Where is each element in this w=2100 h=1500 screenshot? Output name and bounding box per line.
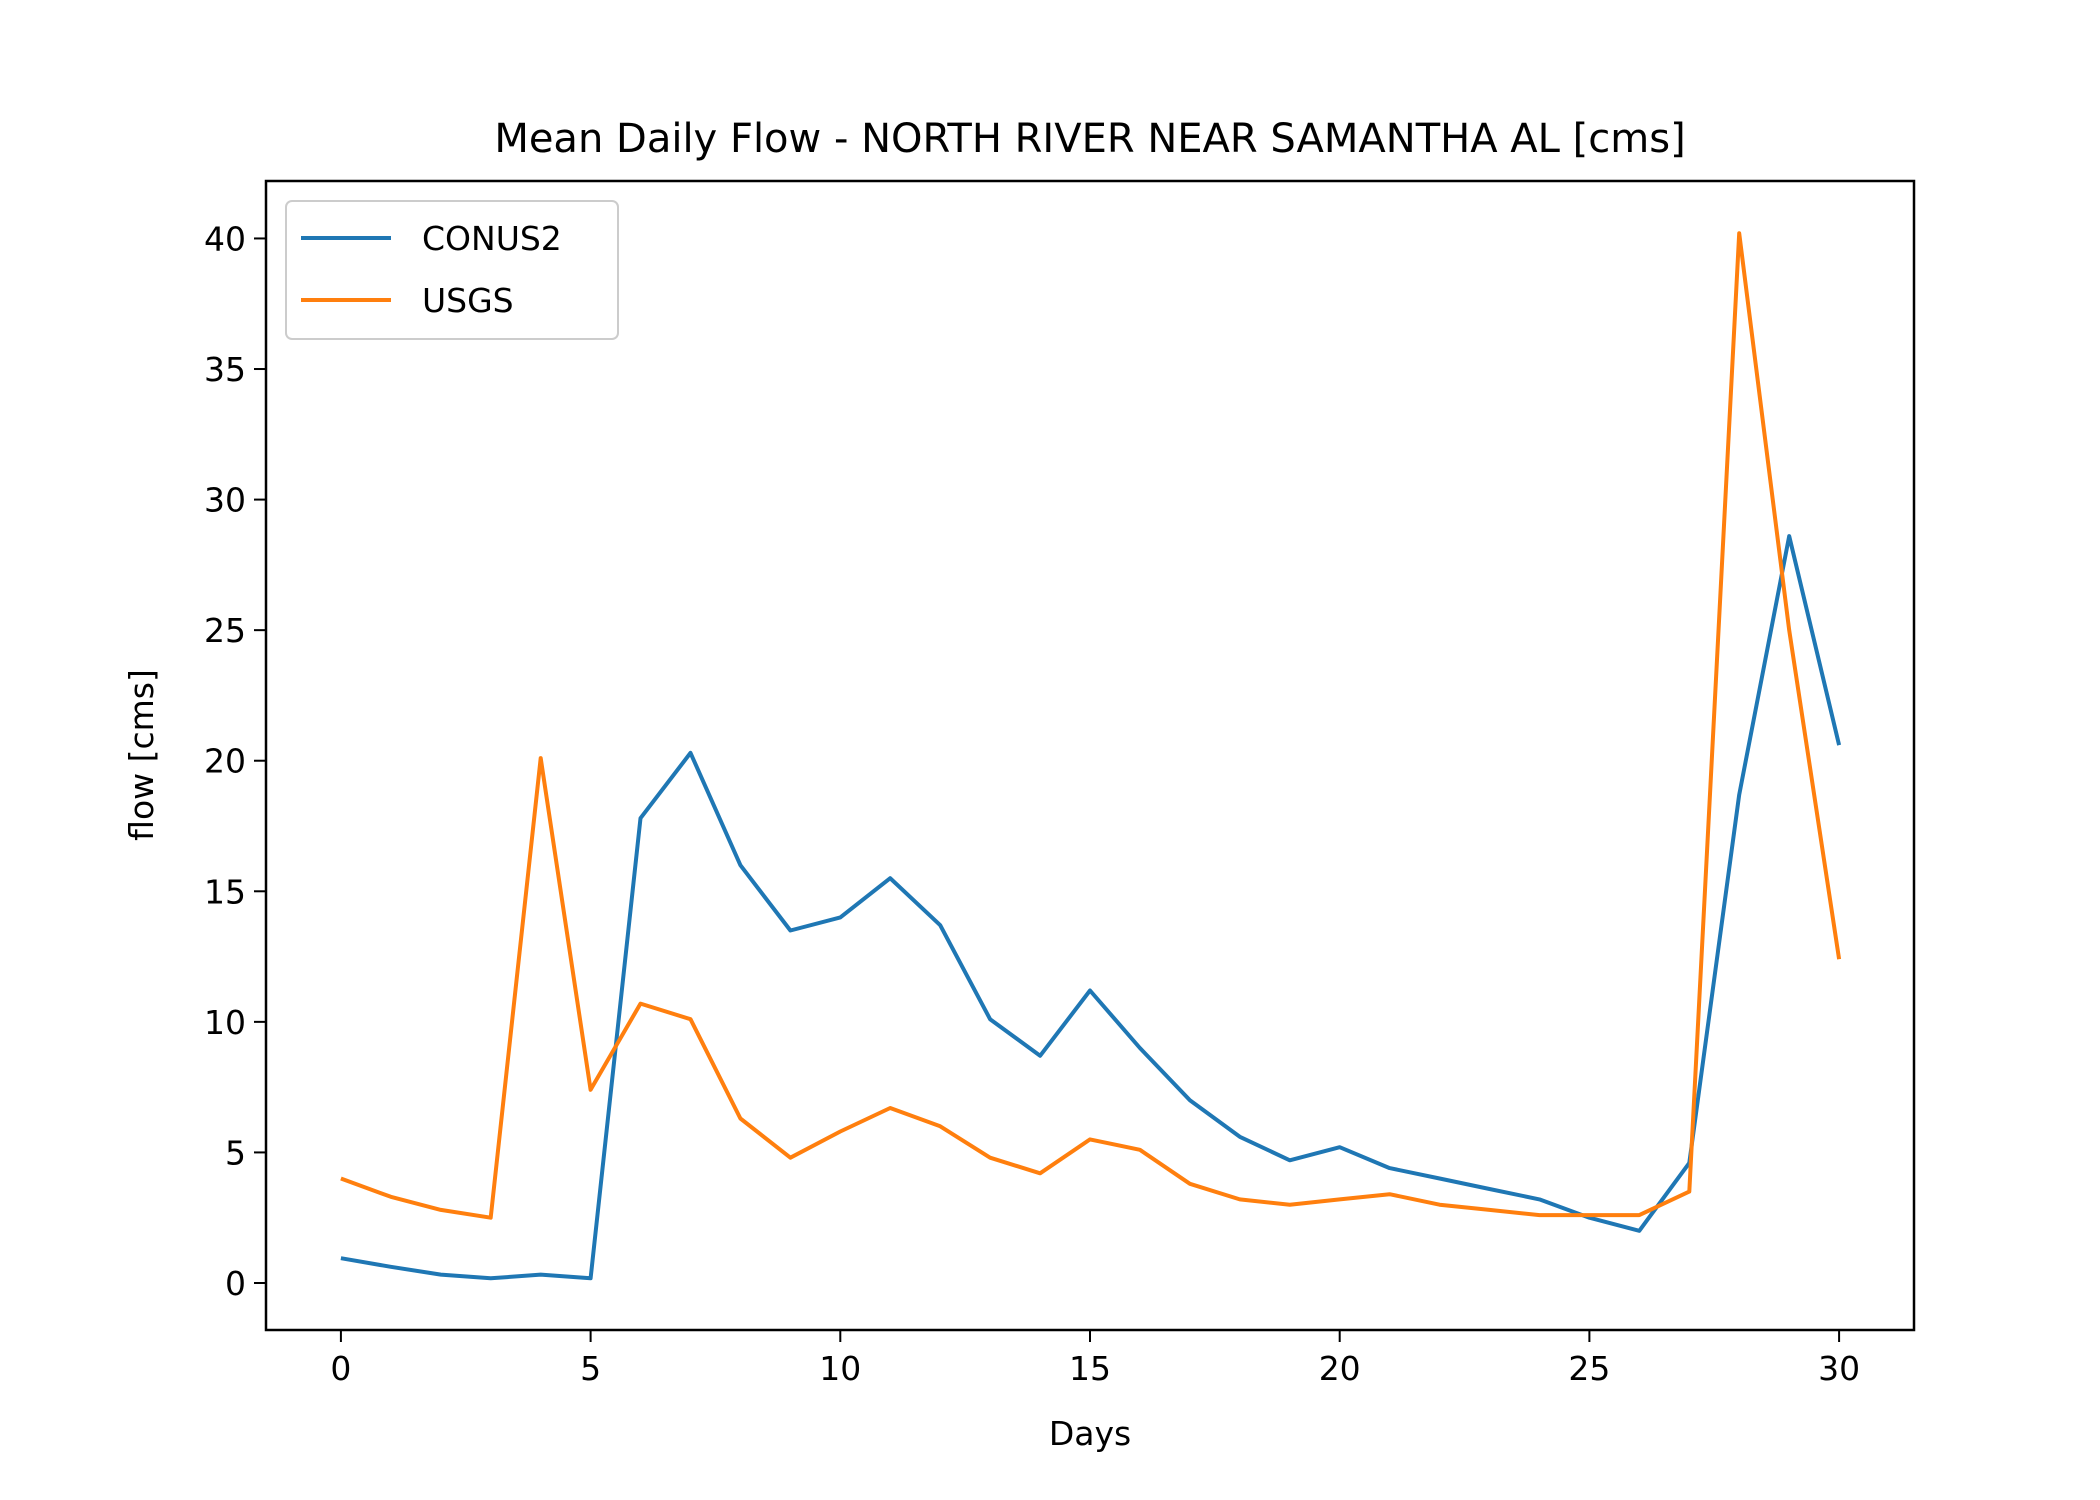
x-axis-label: Days [1049, 1414, 1131, 1453]
x-tick-label: 20 [1319, 1349, 1361, 1388]
x-tick-label: 10 [819, 1349, 861, 1388]
legend: CONUS2 USGS [285, 200, 619, 340]
x-tick-label: 5 [580, 1349, 601, 1388]
x-tick-label: 0 [330, 1349, 351, 1388]
y-axis-label: flow [cms] [122, 669, 161, 841]
y-tick-label: 15 [204, 872, 246, 911]
x-tick-label: 25 [1568, 1349, 1610, 1388]
y-tick-label: 20 [204, 742, 246, 781]
chart-title: Mean Daily Flow - NORTH RIVER NEAR SAMAN… [494, 116, 1685, 162]
legend-label-usgs: USGS [422, 281, 514, 320]
series-layer [340, 231, 1842, 1281]
y-tick-label: 5 [225, 1133, 246, 1172]
y-tick-label: 40 [204, 219, 246, 258]
y-axis: 0 5 10 15 20 25 30 35 40 [204, 219, 266, 1303]
y-tick-label: 0 [225, 1264, 246, 1303]
series-line-usgs [340, 231, 1842, 1220]
legend-label-conus2: CONUS2 [422, 219, 562, 258]
series-line-conus2 [340, 534, 1842, 1281]
y-tick-label: 30 [204, 481, 246, 520]
x-tick-label: 15 [1069, 1349, 1111, 1388]
x-axis: 0 5 10 15 20 25 30 [330, 1330, 1860, 1388]
legend-box [285, 200, 619, 340]
y-tick-label: 35 [204, 350, 246, 389]
x-tick-label: 30 [1818, 1349, 1860, 1388]
y-tick-label: 25 [204, 611, 246, 650]
y-tick-label: 10 [204, 1003, 246, 1042]
